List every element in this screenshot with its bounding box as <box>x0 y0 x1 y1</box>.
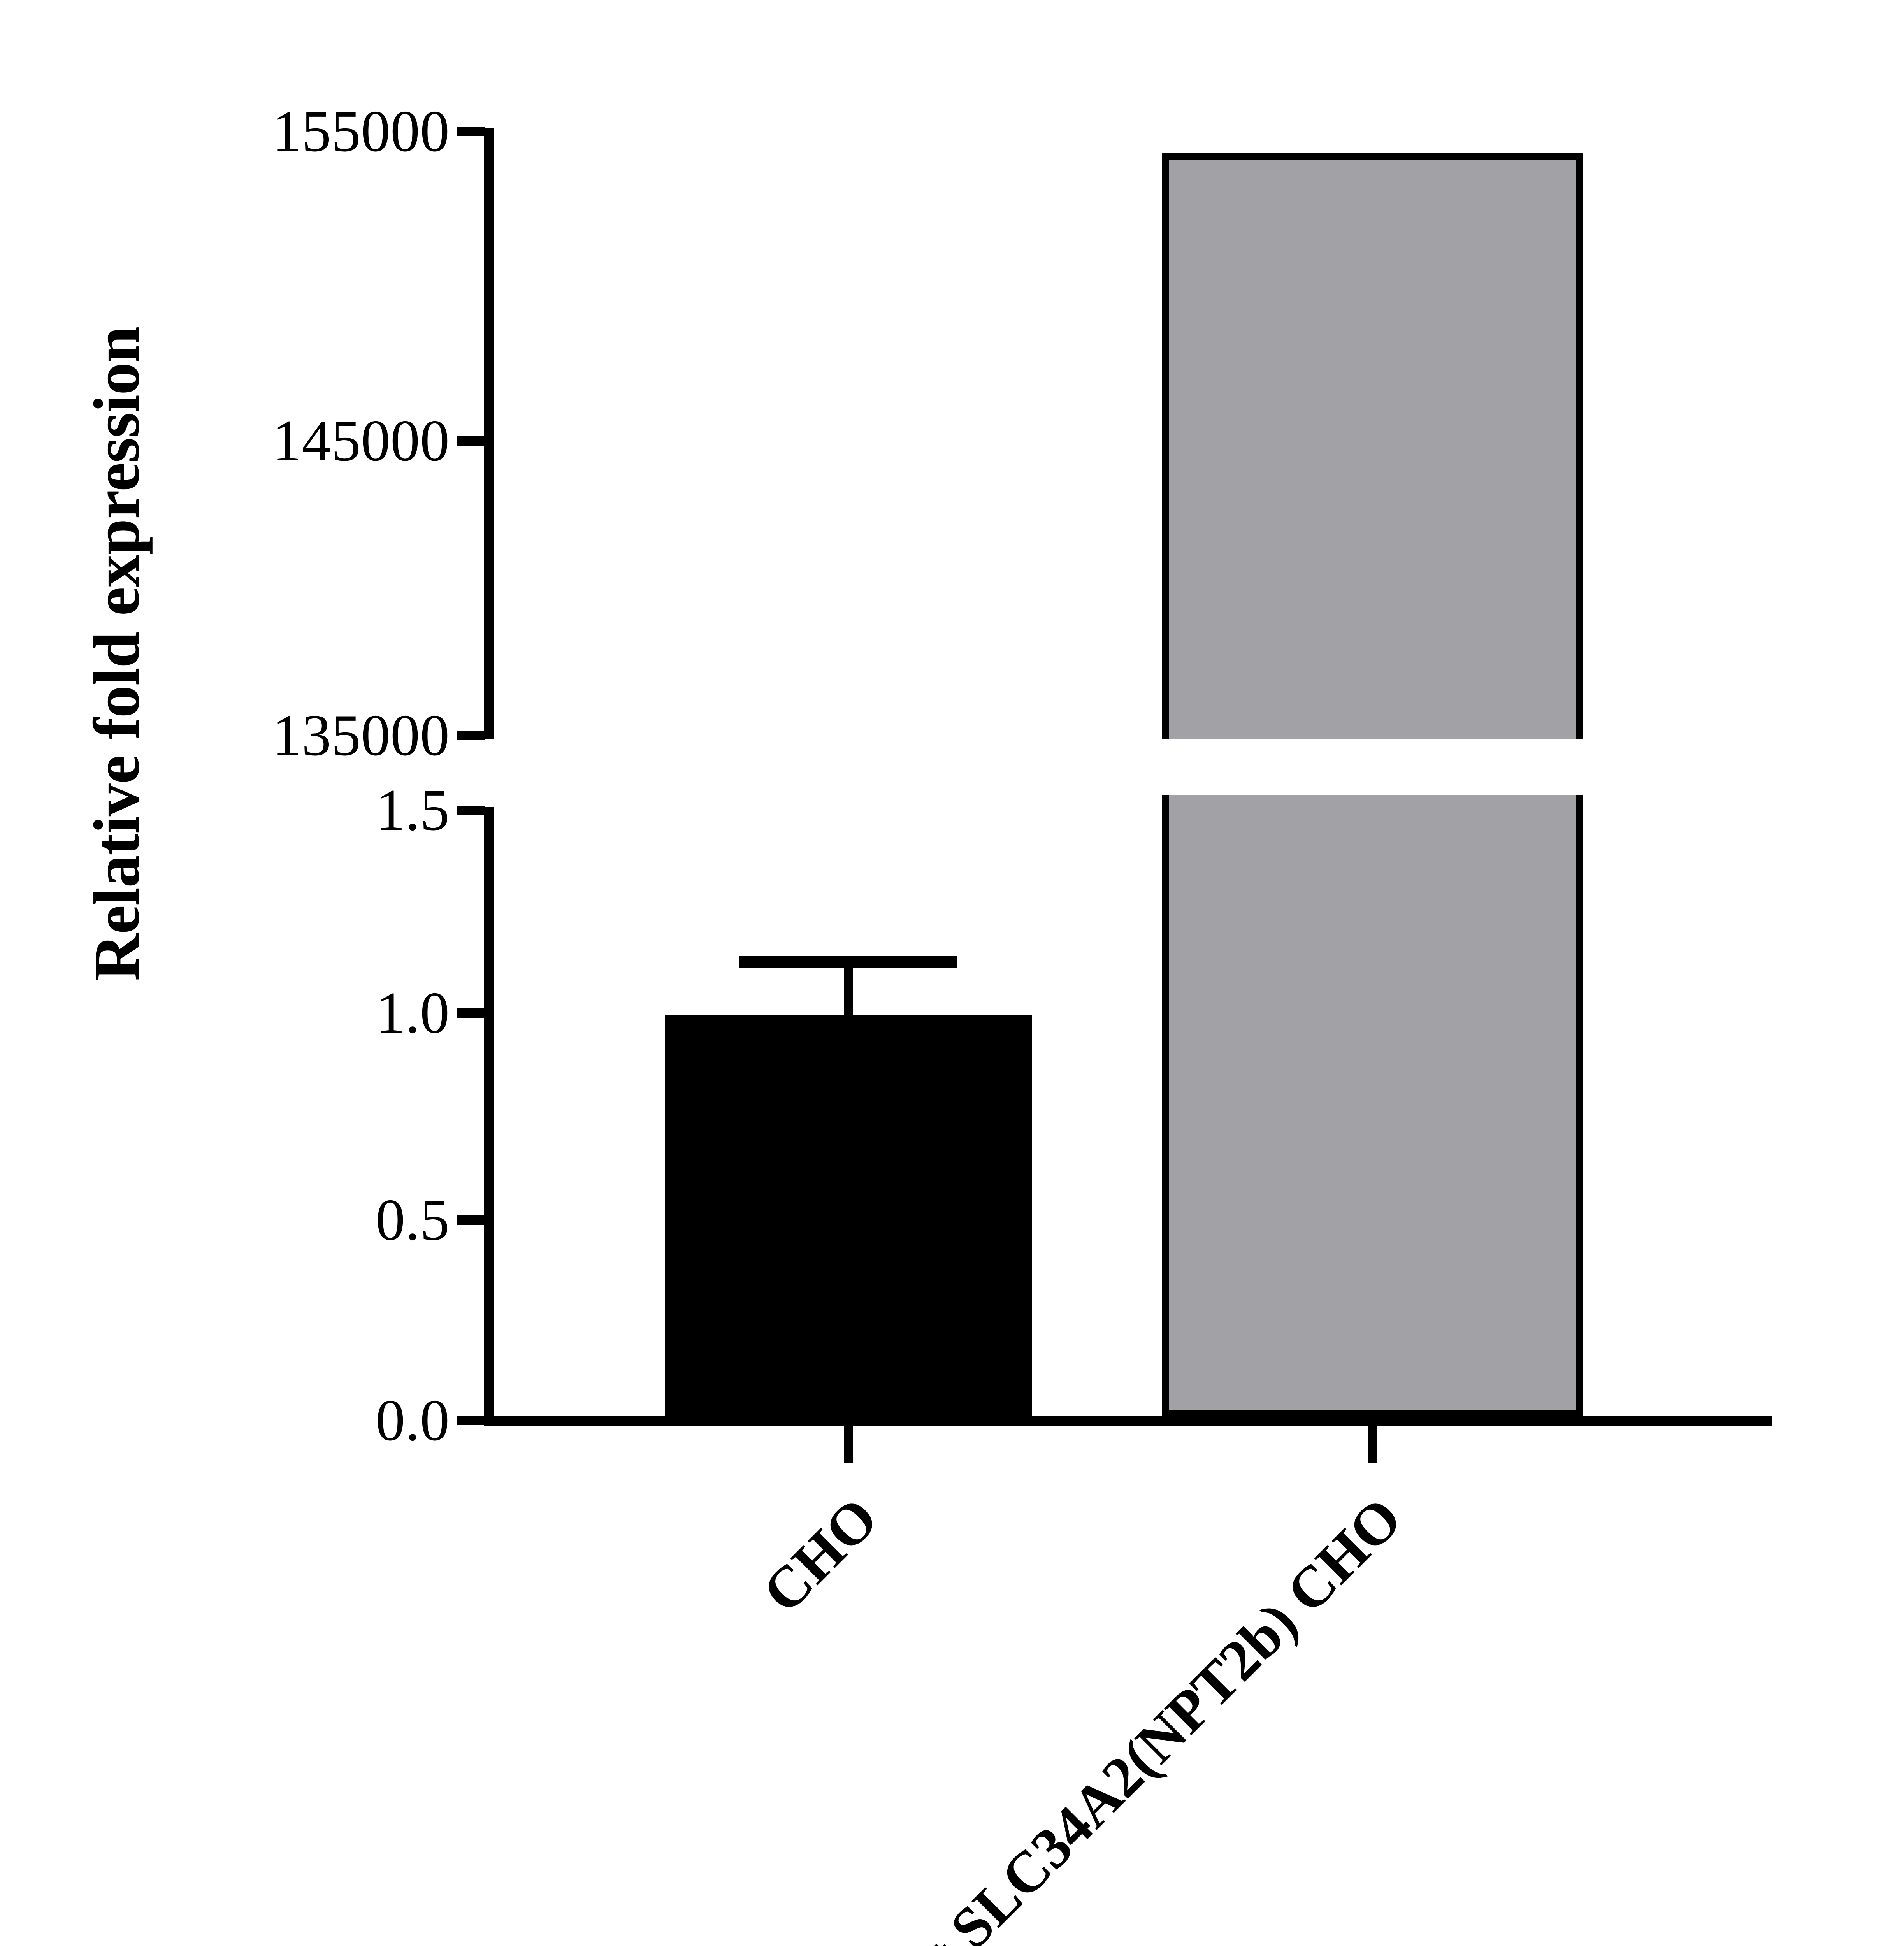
y-tick-label-155000: 155000 <box>272 98 450 164</box>
error-bar-stem-cho <box>844 958 853 1020</box>
y-axis-spine-upper <box>484 128 494 739</box>
x-tick-mark-rat-slc34a2 <box>1368 1425 1377 1463</box>
y-tick-mark-0-0 <box>457 1416 485 1425</box>
y-tick-mark-135000 <box>457 731 485 740</box>
error-bar-cap-cho <box>739 956 957 968</box>
bar-rat-slc34a2-upper-segment <box>1162 153 1583 739</box>
y-tick-mark-145000 <box>457 436 485 446</box>
y-tick-label-1-0: 1.0 <box>376 980 450 1045</box>
y-tick-label-0-0: 0.0 <box>376 1387 450 1453</box>
y-tick-mark-155000 <box>457 127 485 136</box>
y-axis-spine-lower <box>484 807 494 1426</box>
y-tick-mark-0-5 <box>457 1215 485 1225</box>
y-tick-label-1-5: 1.5 <box>376 777 450 843</box>
bar-rat-slc34a2-lower-segment <box>1162 795 1583 1417</box>
x-tick-mark-cho <box>844 1425 853 1463</box>
y-tick-label-0-5: 0.5 <box>376 1187 450 1252</box>
y-tick-label-135000: 135000 <box>272 703 450 768</box>
bar-cho <box>665 1015 1032 1417</box>
x-axis-baseline <box>484 1416 1772 1426</box>
x-axis-label-cho: CHO <box>750 1485 890 1625</box>
y-tick-mark-1-0 <box>457 1008 485 1018</box>
x-axis-label-rat-slc34a2: Rat SLC34A2(NPT2b) CHO <box>863 1485 1414 1946</box>
y-tick-label-145000: 145000 <box>272 408 450 473</box>
y-tick-mark-1-5 <box>457 806 485 815</box>
